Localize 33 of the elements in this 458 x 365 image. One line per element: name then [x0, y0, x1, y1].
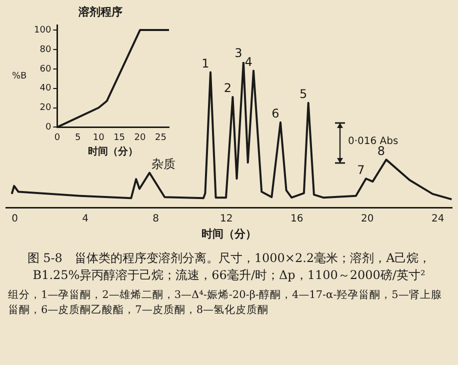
annotation: 4	[244, 54, 252, 69]
y-tick-label: 100	[34, 25, 52, 36]
x-tick-label: 24	[432, 213, 444, 224]
y-tick-label: 20	[40, 103, 52, 114]
text: 组分，1—孕甾酮，2—雄烯二酮，3—Δ⁴-娠烯-20-β-醇酮，4—17-α-羟孕甾酮，5—肾上腺甾酮，6—皮质酮乙酸酯，7—皮质酮，8—氢化皮质酮	[8, 288, 443, 318]
annotation: 5	[300, 86, 308, 101]
y-tick-label: 0	[45, 122, 52, 133]
x-tick-label: 16	[290, 213, 304, 224]
x-tick-label: 8	[152, 213, 160, 224]
caption: 图 5-8 甾体类的程序变溶剂分离。尺寸，1000×2.2毫米；溶剂，A己烷，B1.25%异丙醇溶于己烷；流速，66毫升/时；Δp，1100～2000磅/英寸²	[26, 250, 432, 284]
annotation: 1	[202, 56, 210, 70]
x-axis-title: 时间（分）	[202, 227, 256, 240]
y-tick-label: 60	[40, 64, 52, 74]
x-tick-label: 12	[220, 213, 233, 224]
annotation: 2	[224, 81, 232, 96]
x-tick-label: 15	[114, 132, 126, 143]
annotation: 3	[234, 46, 242, 60]
x-tick-label: 20	[134, 132, 146, 143]
x-tick-label: 5	[75, 132, 81, 143]
x-tick-label: 20	[361, 213, 374, 224]
y-axis-title: %B	[12, 72, 27, 82]
annotation: 杂质	[151, 156, 176, 171]
annotation: 6	[272, 106, 280, 120]
x-tick-label: 4	[82, 213, 89, 224]
chart-title: 溶剂程序	[78, 5, 122, 18]
x-tick-label: 0	[54, 132, 60, 143]
x-axis-title: 时间（分）	[88, 146, 138, 158]
x-tick-label: 10	[92, 132, 105, 143]
x-tick-label: 0	[12, 213, 18, 224]
y-tick-label: 80	[40, 44, 52, 55]
x-tick-label: 25	[154, 132, 166, 143]
y-tick-label: 40	[40, 84, 52, 94]
annotation: 7	[357, 162, 365, 177]
